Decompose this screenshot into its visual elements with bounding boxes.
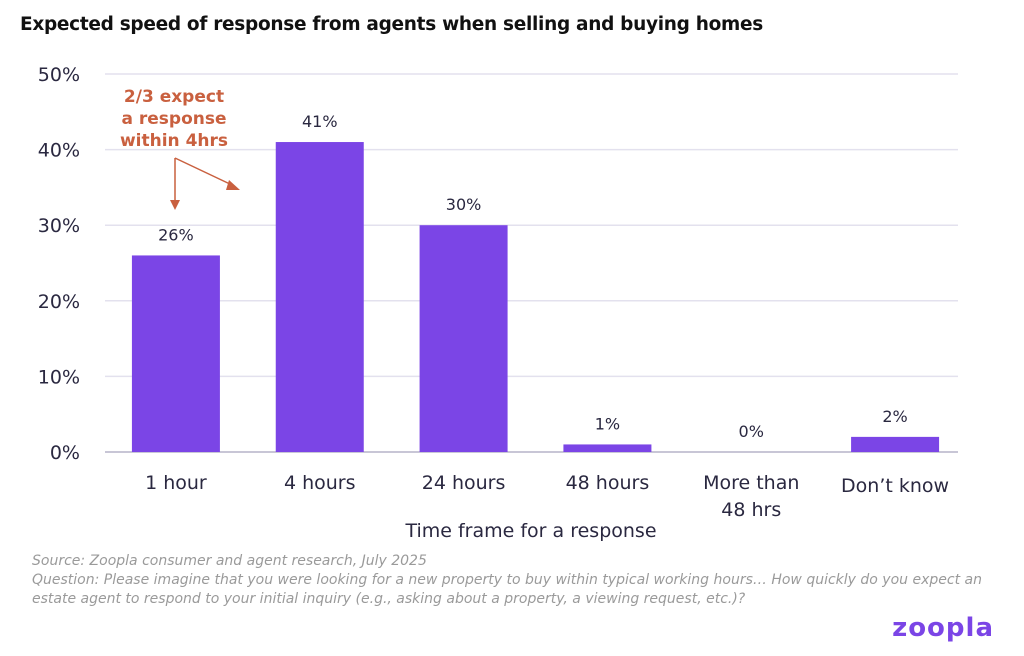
x-tick-label: Don’t know [841, 475, 949, 497]
data-label: 2% [882, 407, 907, 426]
annotation-arrow [174, 157, 233, 200]
y-tick-label: 20% [38, 291, 80, 313]
y-tick-label: 50% [38, 64, 80, 86]
data-label: 41% [302, 112, 338, 131]
x-tick-label: 48 hrs [721, 499, 781, 521]
x-tick-label: More than [703, 472, 799, 494]
bar [563, 444, 652, 452]
annotation-text: a response [121, 109, 226, 129]
x-tick-label: 4 hours [284, 472, 356, 494]
source-note: Source: Zoopla consumer and agent resear… [32, 553, 427, 569]
arrowhead-icon [170, 200, 180, 210]
bar [419, 225, 508, 452]
y-tick-label: 30% [38, 215, 80, 237]
bar [131, 255, 220, 452]
annotation-text: within 4hrs [120, 131, 228, 151]
bar [275, 142, 364, 453]
chart-title: Expected speed of response from agents w… [20, 14, 763, 35]
y-tick-label: 10% [38, 366, 80, 388]
data-label: 26% [158, 225, 194, 244]
zoopla-logo: zoopla [892, 613, 994, 643]
data-label: 0% [739, 422, 764, 441]
annotation-text: 2/3 expect [124, 87, 224, 107]
y-tick-label: 40% [38, 140, 80, 162]
x-tick-label: 1 hour [145, 472, 207, 494]
x-tick-label: 24 hours [422, 472, 506, 494]
data-label: 1% [595, 414, 620, 433]
bar [851, 436, 940, 452]
question-note: Question: Please imagine that you were l… [32, 572, 982, 607]
data-label: 30% [446, 195, 482, 214]
x-axis-label: Time frame for a response [404, 520, 656, 542]
x-tick-label: 48 hours [566, 472, 650, 494]
arrowhead-icon [226, 180, 240, 190]
y-tick-label: 0% [50, 442, 80, 464]
